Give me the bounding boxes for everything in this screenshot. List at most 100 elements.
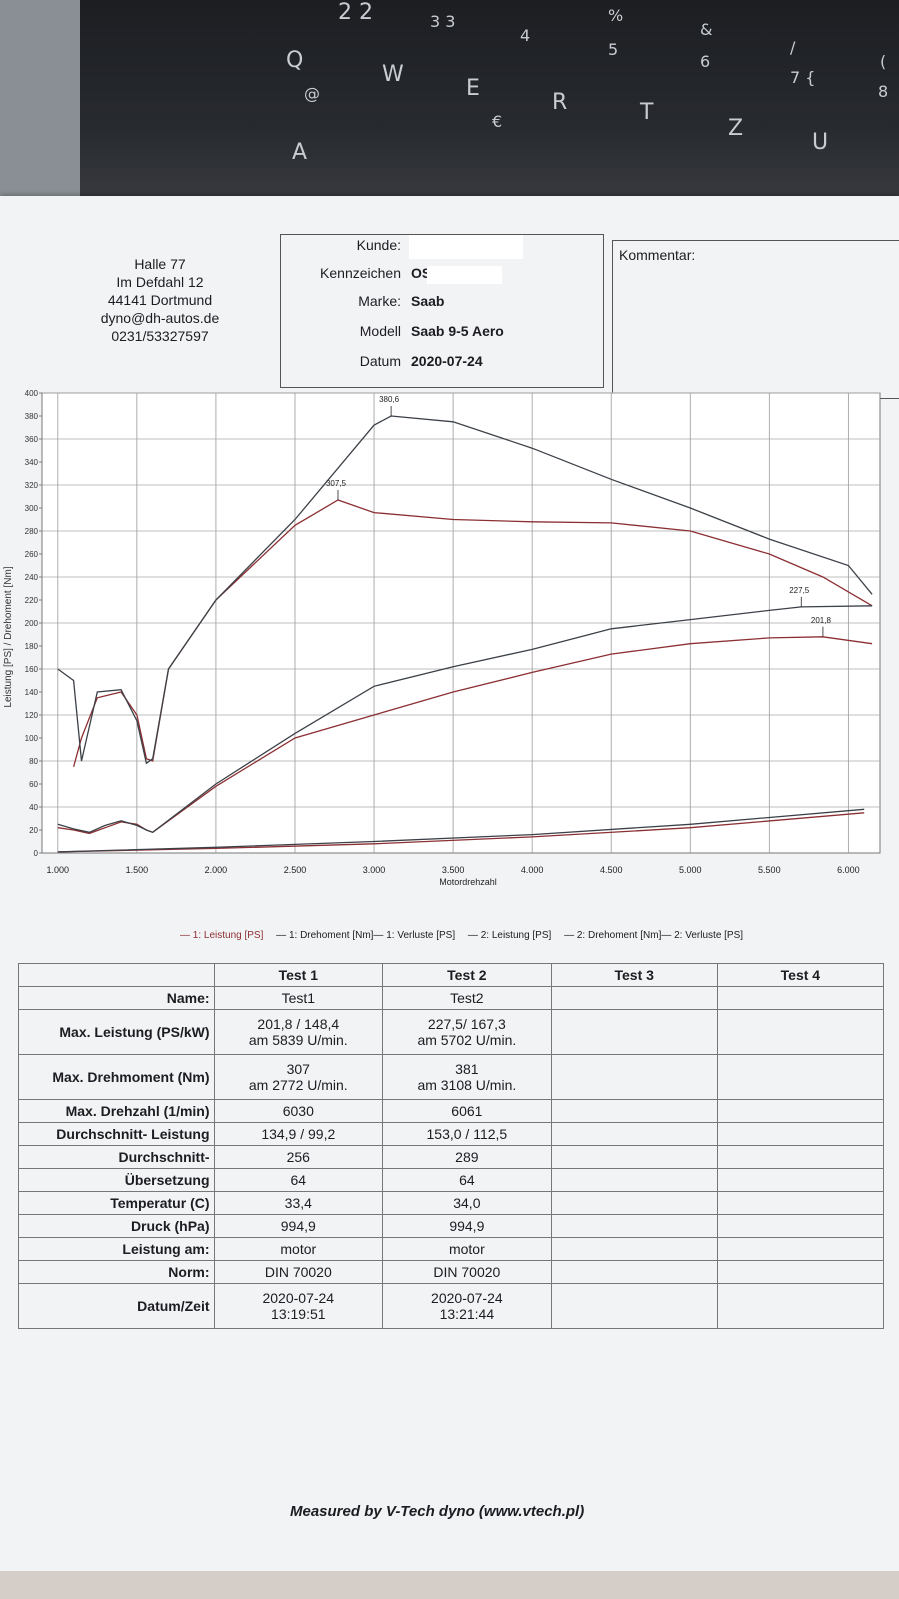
- y-tick-label: 200: [25, 619, 39, 628]
- results-row: Name: Test1 Test2: [18, 986, 885, 1010]
- x-axis-ticks: 1.000 1.500 2.000 2.500 3.000 3.500 4.000 4.500…: [47, 865, 860, 875]
- result-value: 64: [382, 1168, 552, 1192]
- result-value: 6030: [213, 1099, 384, 1123]
- result-value: [716, 986, 885, 1010]
- results-row: Durchschnitt- Leistung 134,9 / 99,2 153,0 …: [18, 1122, 885, 1146]
- vehicle-info-box: Kunde: Kennzeichen OS Marke: Saab Modell…: [280, 234, 604, 388]
- result-value: [550, 1145, 718, 1169]
- address-line: Halle 77: [134, 256, 186, 272]
- result-value: [550, 986, 718, 1010]
- result-value: [550, 1122, 718, 1146]
- chart-series: [57, 415, 873, 853]
- key-z: Z: [728, 116, 744, 141]
- key-paren: (: [880, 52, 887, 71]
- test-column-header: Test 2: [382, 963, 552, 987]
- series-line: [57, 808, 865, 853]
- key-u: U: [812, 130, 829, 155]
- key-a: A: [292, 140, 308, 165]
- annotation-label: 227,5: [789, 586, 810, 595]
- y-axis-label: Leistung [PS] / Drehoment [Nm]: [3, 566, 14, 707]
- y-tick-label: 20: [29, 826, 38, 835]
- results-row: Druck (hPa) 994,9 994,9: [18, 1214, 885, 1238]
- result-value: [716, 1122, 885, 1146]
- y-tick-label: 240: [25, 573, 39, 582]
- annotation-label: 380,6: [379, 395, 400, 404]
- result-value: [550, 1168, 718, 1192]
- series-line: [57, 415, 873, 765]
- y-tick-label: 140: [25, 688, 39, 697]
- result-value: motor: [382, 1237, 552, 1261]
- result-value: 227,5/ 167,3 am 5702 U/min.: [382, 1009, 552, 1055]
- result-value: 6061: [382, 1099, 552, 1123]
- redacted-customer: [409, 235, 523, 259]
- result-label: Übersetzung: [18, 1168, 215, 1192]
- results-row: Leistung am: motor motor: [18, 1237, 885, 1261]
- result-value: 381 am 3108 U/min.: [382, 1054, 552, 1100]
- key-4: 4: [520, 26, 531, 45]
- y-tick-label: 360: [25, 435, 39, 444]
- result-value: [550, 1214, 718, 1238]
- workshop-address: Halle 77 Im Defdahl 12 44141 Dortmund dy…: [60, 255, 260, 345]
- key-q: Q: [286, 48, 304, 73]
- key-3: 3 3: [430, 12, 456, 31]
- results-row: Max. Drehzahl (1/min) 6030 6061: [18, 1099, 885, 1123]
- y-tick-label: 340: [25, 458, 39, 467]
- desk-surface: [0, 0, 80, 210]
- x-tick-label: 5.500: [758, 865, 781, 875]
- results-row: Temperatur (C) 33,4 34,0: [18, 1191, 885, 1215]
- x-tick-label: 3.500: [442, 865, 465, 875]
- x-tick-label: 3.000: [363, 865, 386, 875]
- chart-annotations: 380,6 307,5 227,5 201,8: [326, 395, 831, 637]
- result-value: Test1: [213, 986, 384, 1010]
- annotation-label: 307,5: [326, 479, 347, 488]
- series-line: [57, 812, 865, 853]
- y-tick-label: 100: [25, 734, 39, 743]
- result-value: [716, 1009, 885, 1055]
- key-8: 8: [878, 82, 889, 101]
- result-value: [716, 1145, 885, 1169]
- result-value: 64: [213, 1168, 384, 1192]
- result-value: [716, 1191, 885, 1215]
- result-value: 134,9 / 99,2: [213, 1122, 384, 1146]
- results-row: Max. Drehmoment (Nm) 307 am 2772 U/min. 381…: [18, 1054, 885, 1100]
- test-column-header: Test 1: [213, 963, 384, 987]
- key-r: R: [552, 90, 568, 115]
- results-row: Durchschnitt- 256 289: [18, 1145, 885, 1169]
- chart-grid: [41, 392, 881, 854]
- result-value: 2020-07-24 13:21:44: [382, 1283, 552, 1329]
- result-value: [550, 1237, 718, 1261]
- test-column-header: Test 3: [550, 963, 718, 987]
- series-line: [57, 636, 873, 835]
- result-value: 994,9: [382, 1214, 552, 1238]
- legend-item: — 2: Leistung [PS]: [467, 930, 552, 941]
- key-t: T: [640, 100, 654, 125]
- y-tick-label: 400: [25, 389, 39, 398]
- x-tick-label: 4.000: [521, 865, 544, 875]
- address-line: 0231/53327597: [111, 328, 209, 344]
- x-tick-label: 1.000: [47, 865, 70, 875]
- result-value: DIN 70020: [213, 1260, 384, 1284]
- result-value: 33,4: [213, 1191, 384, 1215]
- kunde-label: Kunde:: [356, 237, 401, 253]
- results-row: Norm: DIN 70020 DIN 70020: [18, 1260, 885, 1284]
- series-line: [57, 605, 873, 834]
- key-5: 5: [608, 40, 619, 59]
- y-tick-label: 220: [25, 596, 39, 605]
- x-tick-label: 1.500: [126, 865, 149, 875]
- key-at: @: [304, 84, 320, 103]
- address-line: 44141 Dortmund: [107, 292, 213, 308]
- y-tick-label: 260: [25, 550, 39, 559]
- key-2: 2 2: [338, 0, 373, 25]
- results-row: Datum/Zeit 2020-07-24 13:19:51 2020-07-24 13…: [18, 1283, 885, 1329]
- result-value: [550, 1283, 718, 1329]
- y-tick-label: 60: [29, 780, 38, 789]
- dyno-chart: 0 20 40 60 80 100 120 140 160 180 200 220 240 260 280 3…: [3, 389, 881, 887]
- results-row: Übersetzung 64 64: [18, 1168, 885, 1192]
- result-label: Name:: [18, 986, 215, 1010]
- x-tick-label: 2.000: [205, 865, 228, 875]
- x-axis-label: Motordrehzahl: [439, 877, 497, 887]
- test-column-header: Test 4: [716, 963, 885, 987]
- y-tick-label: 40: [29, 803, 38, 812]
- result-value: 256: [213, 1145, 384, 1169]
- result-label: Norm:: [18, 1260, 215, 1284]
